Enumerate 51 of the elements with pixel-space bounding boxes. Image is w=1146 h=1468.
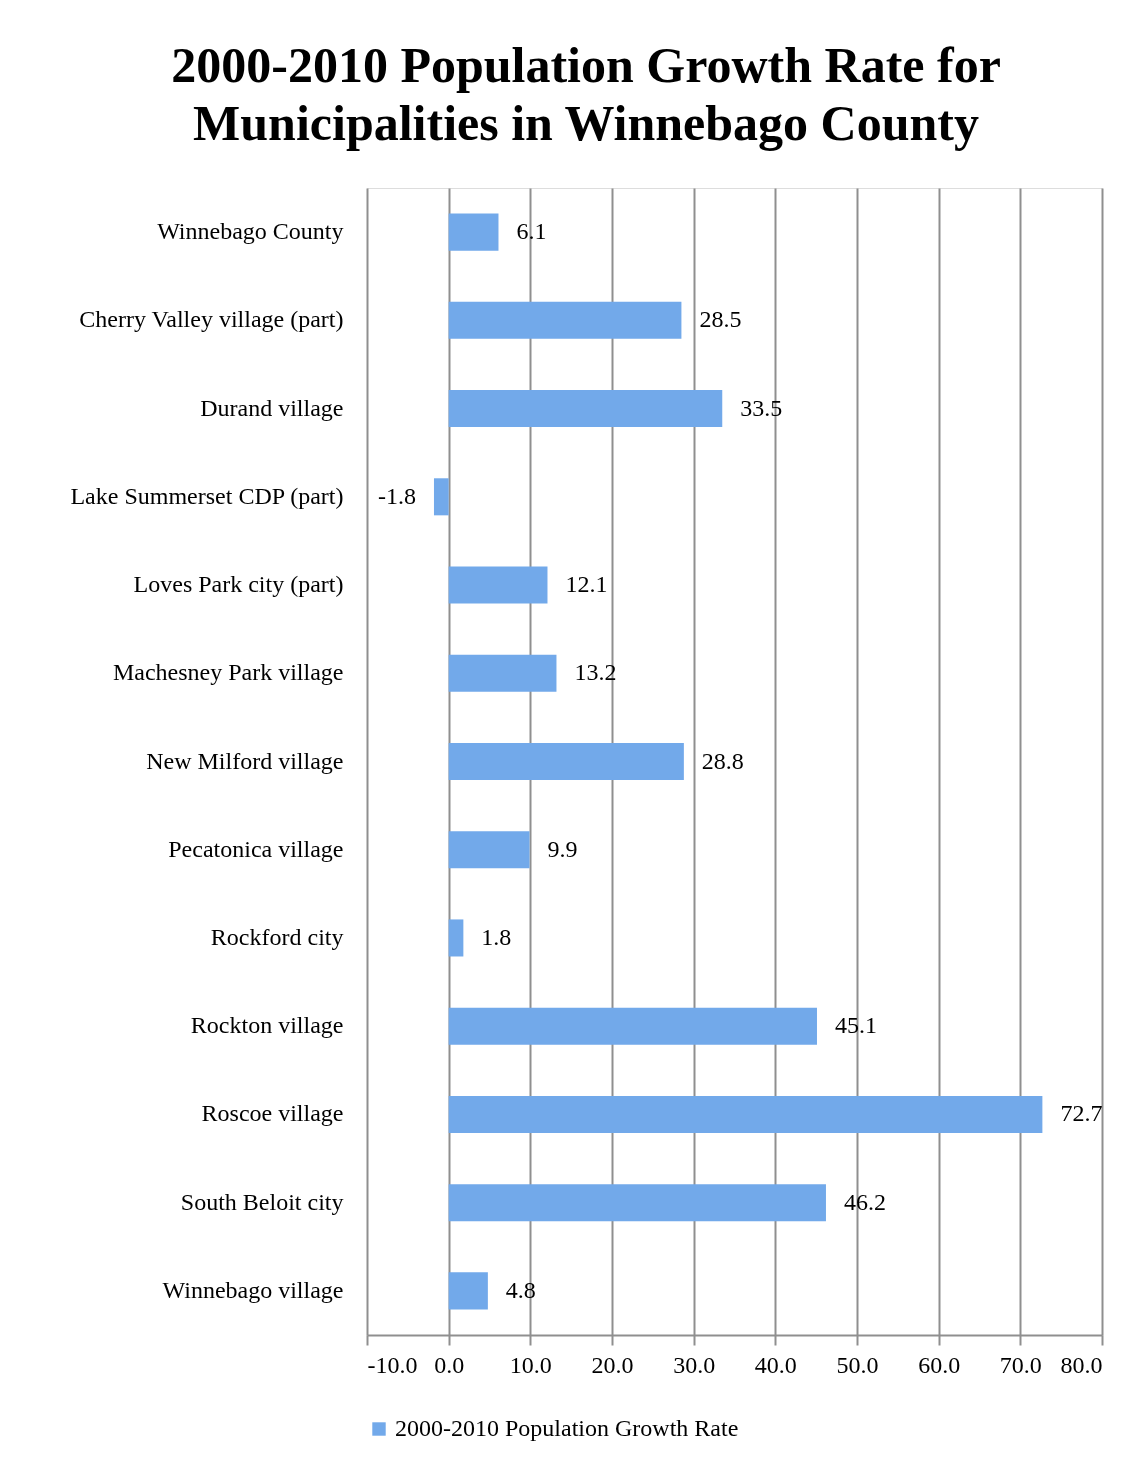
bar [448,831,530,869]
bar [448,1272,488,1310]
y-tick-label: Cherry Valley village (part) [79,306,344,333]
bar [448,566,548,604]
x-tick-label: 0.0 [434,1351,465,1378]
x-tick-label: 60.0 [918,1351,961,1378]
x-tick-label: 40.0 [754,1351,797,1378]
x-tick-label: 80.0 [1060,1351,1103,1378]
chart-title: 2000-2010 Population Growth Rate for Municipalities in Winnebago County [171,37,1001,151]
y-tick-label: Rockton village [190,1012,344,1039]
x-tick-label: 50.0 [836,1351,879,1378]
data-label: 45.1 [834,1012,877,1039]
y-tick-label: Winnebago County [157,218,344,245]
bar [448,654,557,692]
data-label: 4.8 [505,1276,536,1303]
y-tick-label: Loves Park city (part) [133,571,344,598]
data-label: 72.7 [1060,1100,1103,1127]
bar [448,390,723,428]
y-tick-label: Pecatonica village [168,835,344,862]
legend-label: 2000-2010 Population Growth Rate [395,1415,739,1441]
y-tick-label: Rockford city [210,923,344,950]
data-label: 12.1 [565,571,608,598]
x-tick-label: 30.0 [673,1351,716,1378]
data-label: 6.1 [516,218,547,245]
bar [448,1095,1043,1133]
y-tick-label: Lake Summerset CDP (part) [70,482,344,509]
bar [448,1184,826,1222]
data-label: 28.8 [701,747,744,774]
data-label: 1.8 [481,923,512,950]
y-tick-label: South Beloit city [180,1188,344,1215]
bar [448,1007,817,1045]
x-tick-label: 20.0 [591,1351,634,1378]
data-label: 28.5 [699,306,742,333]
data-label: 46.2 [843,1188,886,1215]
y-tick-label: Durand village [200,394,344,421]
x-tick-label: -10.0 [367,1351,418,1378]
y-tick-label: Machesney Park village [112,659,344,686]
bar [433,478,449,516]
data-label: 33.5 [740,394,783,421]
bar [448,742,684,781]
y-tick-label: Winnebago village [162,1276,344,1303]
bar [448,919,464,957]
y-tick-label: New Milford village [146,747,344,774]
data-label: 9.9 [547,835,578,862]
data-label: 13.2 [574,659,617,686]
bar [448,213,499,251]
x-tick-label: 10.0 [509,1351,552,1378]
y-tick-label: Roscoe village [201,1100,344,1127]
bar [448,301,682,339]
x-tick-label: 70.0 [999,1351,1042,1378]
data-label: -1.8 [377,482,416,509]
